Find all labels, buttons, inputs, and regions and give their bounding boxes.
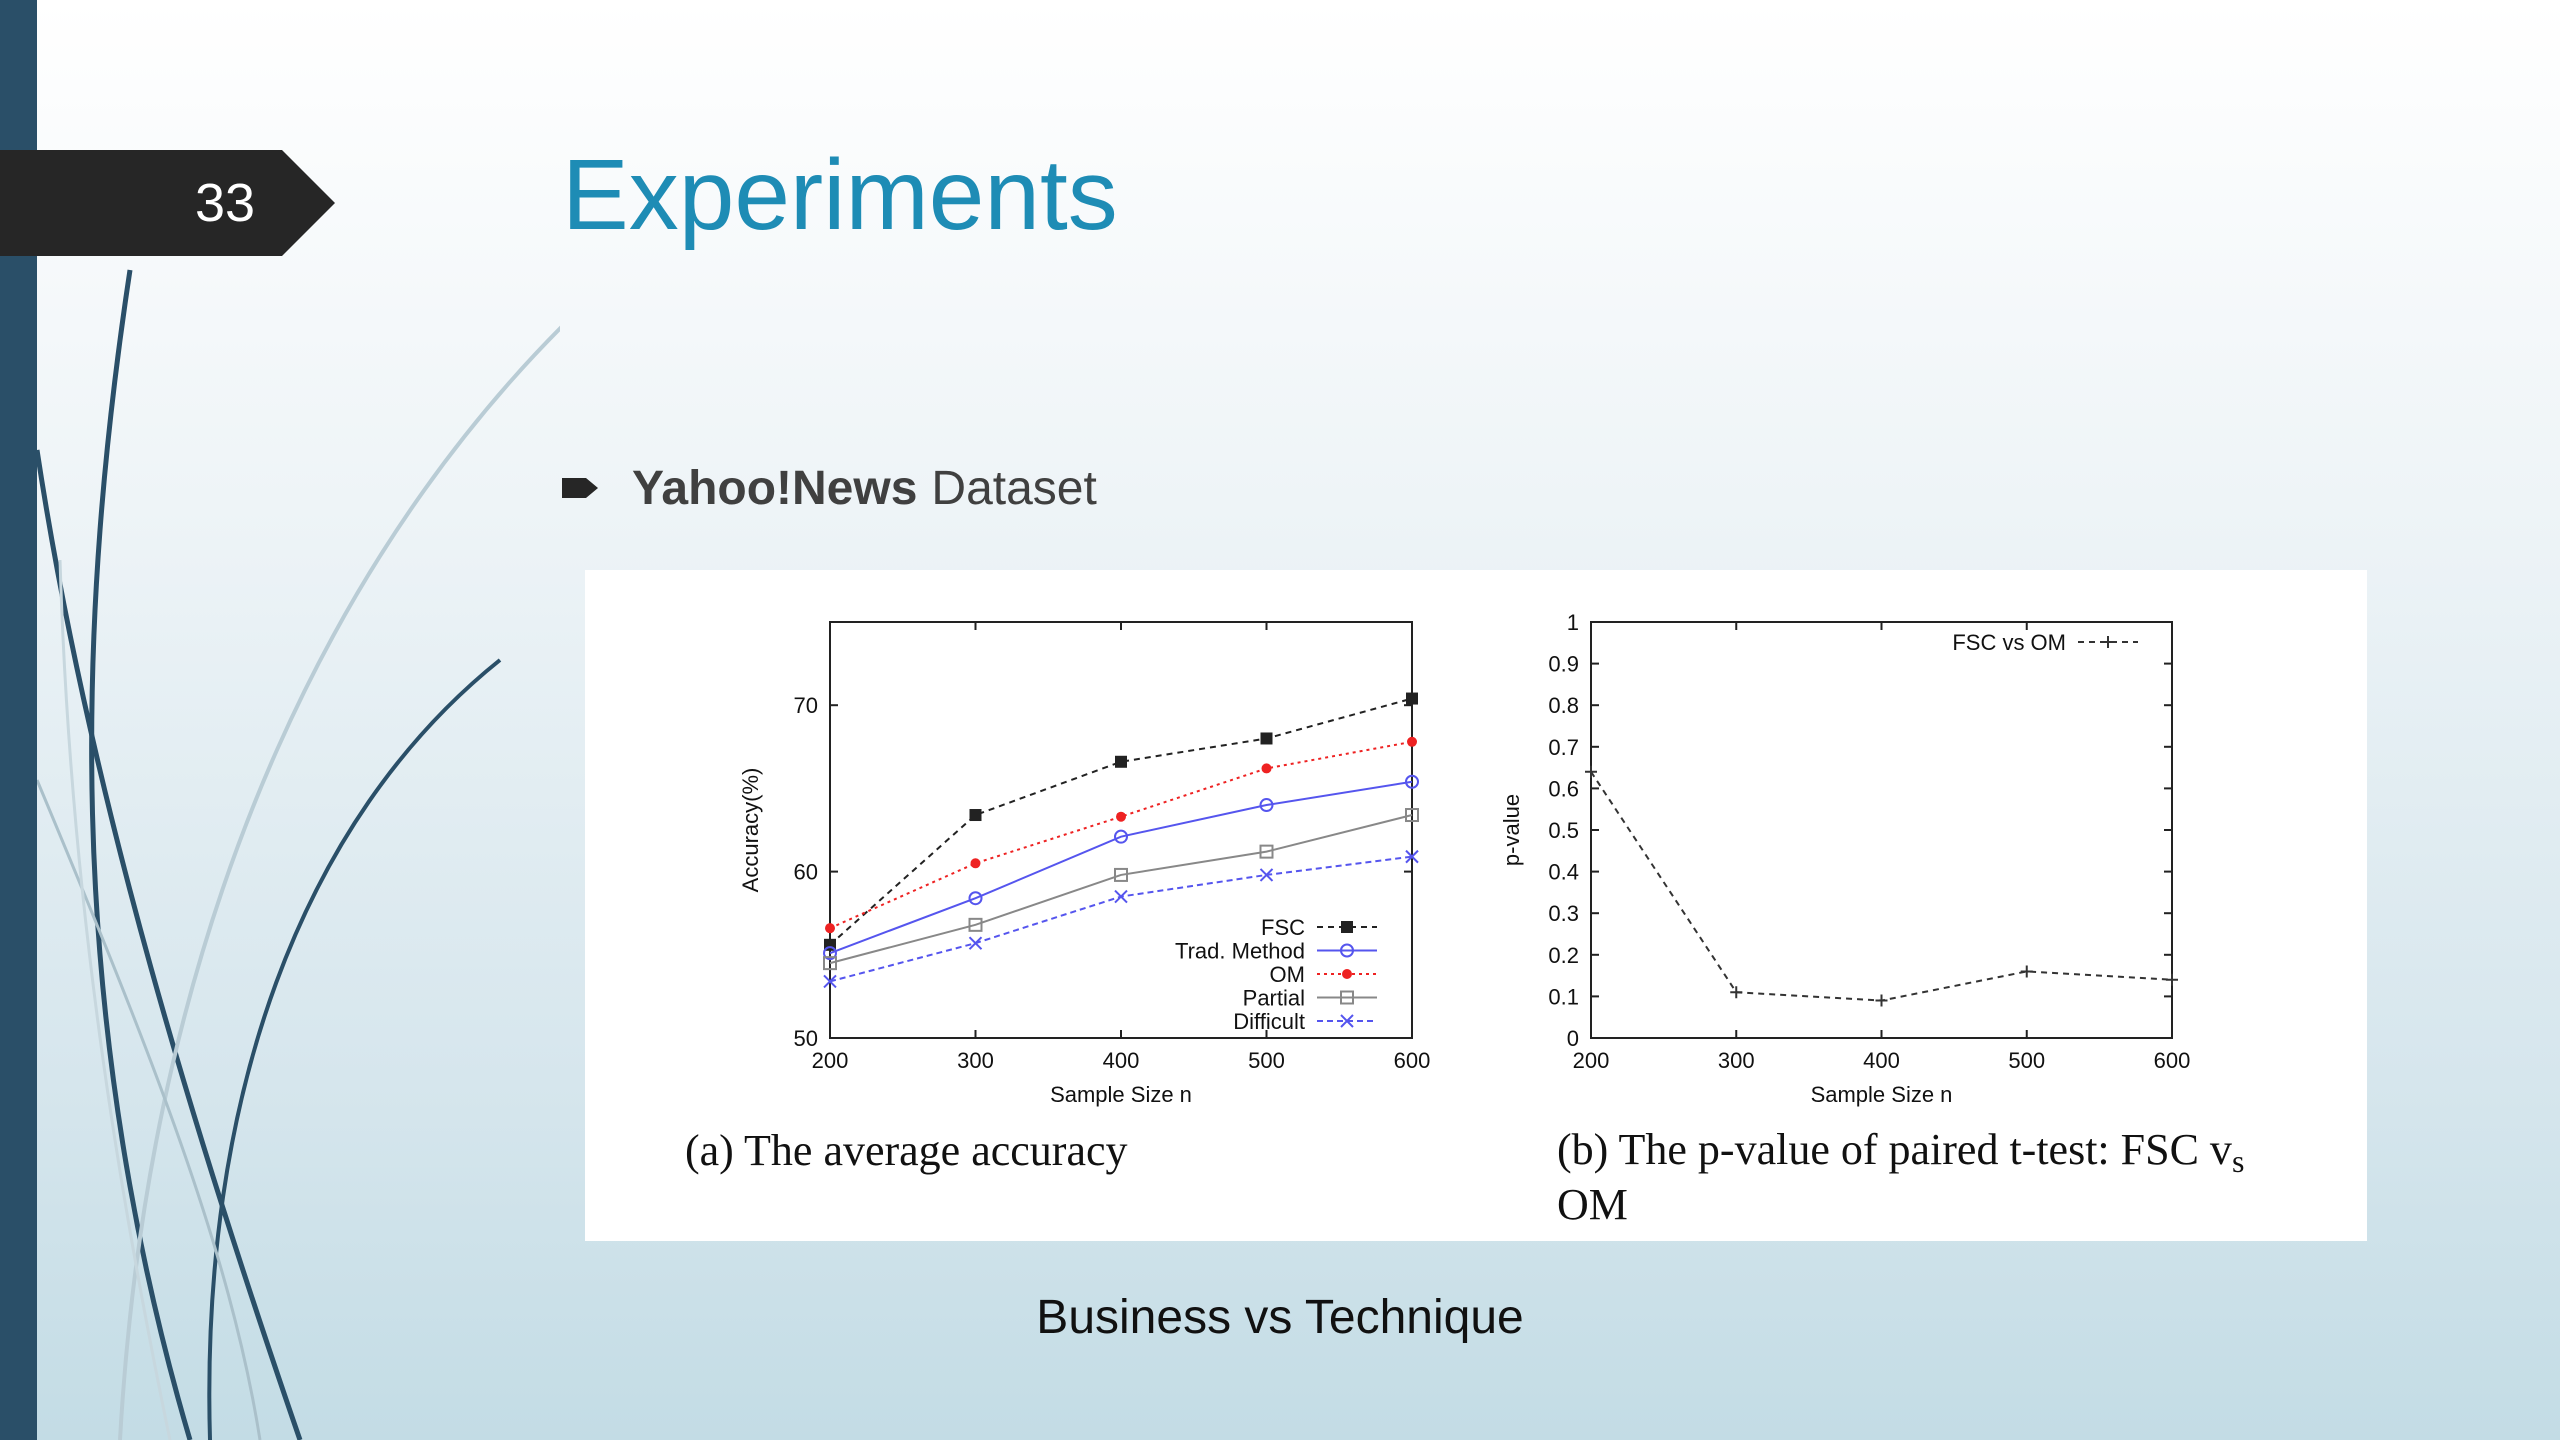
x-tick-label: 300: [1718, 1048, 1755, 1073]
accuracy-chart: 200 300 400 500 600 50 60 70 Sample Size n Accura…: [738, 621, 1431, 1107]
arrow-bullet-icon: [562, 478, 598, 498]
plot-frame: [1590, 621, 2173, 1039]
y-tick-label: 0.6: [1548, 776, 1579, 801]
data-point: [1116, 811, 1126, 822]
y-tick-label: 50: [794, 1026, 818, 1051]
legend-marker: [1340, 943, 1354, 958]
legend-marker: [1342, 969, 1352, 979]
data-point: [1405, 774, 1419, 789]
y-tick-label: 0.5: [1548, 818, 1579, 843]
y-tick-label: 0.1: [1548, 984, 1579, 1009]
x-axis-label: Sample Size n: [1050, 1082, 1192, 1107]
bullet-item: Yahoo!News Dataset: [562, 458, 1097, 518]
y-tick-label: 0.8: [1548, 693, 1579, 718]
caption-b-subscript: s: [2231, 1143, 2245, 1179]
decorative-curves: [34, 269, 560, 1440]
series-fsc-vs-om: [1585, 765, 2178, 1007]
y-tick-label: 0.4: [1548, 860, 1579, 885]
y-tick-label: 60: [794, 860, 818, 885]
legend-marker: [2102, 636, 2114, 648]
series-partial: [823, 808, 1419, 971]
data-point: [968, 891, 983, 906]
caption-b: (b) The p-value of paired t-test: FSC vs…: [1557, 1125, 2347, 1230]
legend-marker: [1340, 990, 1354, 1005]
y-tick-label: 0: [1567, 1026, 1579, 1051]
legend-label: FSC vs OM: [1952, 630, 2066, 655]
data-point: [968, 917, 983, 932]
series-om: [825, 736, 1417, 934]
legend-marker: [1341, 921, 1353, 933]
legend-label: Trad. Method: [1175, 939, 1305, 964]
x-tick-label: 600: [1394, 1048, 1431, 1073]
data-point: [1114, 889, 1128, 904]
y-tick-label: 1: [1567, 610, 1579, 635]
slide-number-tab: [0, 150, 335, 256]
x-tick-label: 400: [1863, 1048, 1900, 1073]
y-tick-label: 0.3: [1548, 901, 1579, 926]
data-point: [1405, 808, 1419, 823]
data-point: [823, 974, 837, 989]
data-point: [1259, 844, 1274, 859]
legend-marker: [1340, 1014, 1354, 1028]
series-line: [829, 740, 1413, 930]
y-tick-label: 0.9: [1548, 652, 1579, 677]
legend-label: OM: [1270, 962, 1305, 987]
x-tick-label: 400: [1103, 1048, 1140, 1073]
data-point: [2166, 973, 2178, 986]
legend-label: Partial: [1243, 986, 1305, 1011]
legend-label: FSC: [1261, 915, 1305, 940]
series-line: [829, 814, 1413, 965]
data-point: [1114, 829, 1128, 844]
pvalue-chart: 200 300 400 500 600 0 0.1 0.2 0.3 0.4 0.5 0.6 0.7 0.8…: [1499, 610, 2191, 1107]
caption-b-main: (b) The p-value of paired t-test: FSC v: [1557, 1125, 2232, 1174]
x-tick-label: 300: [957, 1048, 994, 1073]
data-point: [1406, 692, 1418, 705]
data-point: [1405, 849, 1419, 864]
data-point: [1730, 986, 1743, 999]
data-point: [1407, 736, 1417, 747]
y-tick-label: 0.2: [1548, 943, 1579, 968]
data-point: [1259, 798, 1274, 813]
data-point: [823, 956, 837, 971]
x-tick-label: 500: [2008, 1048, 2045, 1073]
y-tick-label: 0.7: [1548, 735, 1579, 760]
figure-panel: 200 300 400 500 600 50 60 70 Sample Size n Accura…: [585, 570, 2367, 1241]
legend-label: Difficult: [1233, 1009, 1305, 1034]
data-point: [1585, 765, 1597, 778]
x-tick-label: 200: [812, 1048, 849, 1073]
data-point: [823, 946, 837, 961]
slide-title: Experiments: [562, 139, 1118, 251]
y-axis-label: Accuracy(%): [738, 768, 763, 893]
x-axis-label: Sample Size n: [1811, 1082, 1953, 1107]
data-point: [825, 923, 835, 934]
series-line: [1590, 771, 2173, 1002]
slide-footer: Business vs Technique: [1036, 1291, 1524, 1344]
data-point: [1259, 868, 1274, 882]
data-point: [2020, 965, 2033, 978]
data-point: [1260, 732, 1273, 745]
series-trad-method: [823, 774, 1419, 961]
y-axis-label: p-value: [1499, 794, 1524, 866]
dataset-name: Yahoo!News: [632, 461, 918, 515]
series-line: [829, 780, 1413, 955]
data-point: [1115, 755, 1127, 768]
slide-number: 33: [194, 173, 256, 233]
series-difficult: [823, 849, 1419, 989]
x-tick-label: 600: [2154, 1048, 2191, 1073]
x-tick-label: 200: [1573, 1048, 1610, 1073]
y-tick-label: 70: [794, 693, 818, 718]
caption-a: (a) The average accuracy: [685, 1126, 1128, 1175]
data-point: [1875, 994, 1888, 1007]
x-tick-label: 500: [1248, 1048, 1285, 1073]
data-point: [968, 936, 983, 950]
bullet-text: Dataset: [931, 461, 1097, 515]
caption-b-end: OM: [1557, 1179, 1628, 1229]
data-point: [969, 809, 982, 822]
data-point: [1261, 763, 1272, 774]
data-point: [1114, 867, 1128, 882]
data-point: [970, 858, 981, 869]
